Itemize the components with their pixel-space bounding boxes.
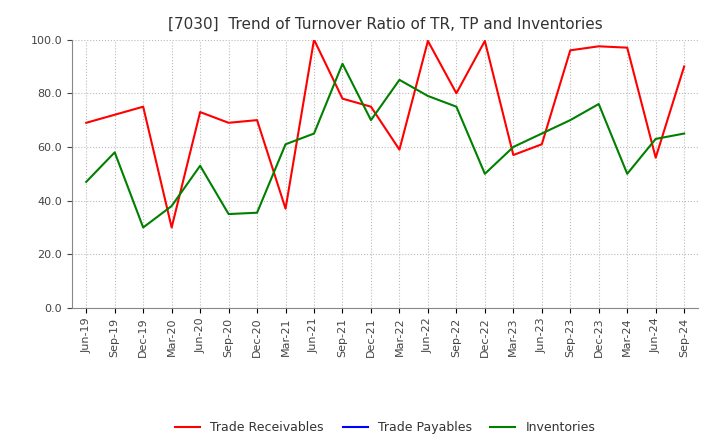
Inventories <box>225 211 233 216</box>
Inventories <box>196 163 204 169</box>
Trade Receivables <box>452 91 461 96</box>
Trade Receivables <box>282 206 290 211</box>
Trade Receivables <box>253 117 261 123</box>
Inventories <box>537 131 546 136</box>
Trade Receivables <box>110 112 119 117</box>
Trade Receivables <box>423 38 432 44</box>
Inventories <box>282 142 290 147</box>
Inventories <box>366 117 375 123</box>
Trade Receivables <box>395 147 404 152</box>
Trade Receivables <box>537 142 546 147</box>
Trade Receivables <box>566 48 575 53</box>
Title: [7030]  Trend of Turnover Ratio of TR, TP and Inventories: [7030] Trend of Turnover Ratio of TR, TP… <box>168 16 603 32</box>
Inventories <box>509 144 518 150</box>
Trade Receivables <box>680 64 688 69</box>
Inventories <box>253 210 261 215</box>
Inventories <box>652 136 660 142</box>
Inventories <box>139 225 148 230</box>
Inventories <box>423 93 432 99</box>
Trade Receivables <box>82 120 91 125</box>
Inventories <box>680 131 688 136</box>
Trade Receivables <box>652 155 660 160</box>
Inventories <box>480 171 489 176</box>
Trade Receivables <box>310 37 318 42</box>
Line: Inventories: Inventories <box>86 64 684 227</box>
Inventories <box>566 117 575 123</box>
Inventories <box>623 171 631 176</box>
Inventories <box>167 203 176 209</box>
Trade Receivables <box>366 104 375 109</box>
Inventories <box>395 77 404 82</box>
Legend: Trade Receivables, Trade Payables, Inventories: Trade Receivables, Trade Payables, Inven… <box>170 416 600 439</box>
Inventories <box>310 131 318 136</box>
Inventories <box>110 150 119 155</box>
Inventories <box>452 104 461 109</box>
Trade Receivables <box>225 120 233 125</box>
Trade Receivables <box>623 45 631 50</box>
Trade Receivables <box>338 96 347 101</box>
Trade Receivables <box>595 44 603 49</box>
Inventories <box>82 179 91 184</box>
Inventories <box>338 61 347 66</box>
Trade Receivables <box>139 104 148 109</box>
Trade Receivables <box>167 225 176 230</box>
Line: Trade Receivables: Trade Receivables <box>86 40 684 227</box>
Trade Receivables <box>509 152 518 158</box>
Trade Receivables <box>196 110 204 115</box>
Trade Receivables <box>480 38 489 44</box>
Inventories <box>595 101 603 106</box>
